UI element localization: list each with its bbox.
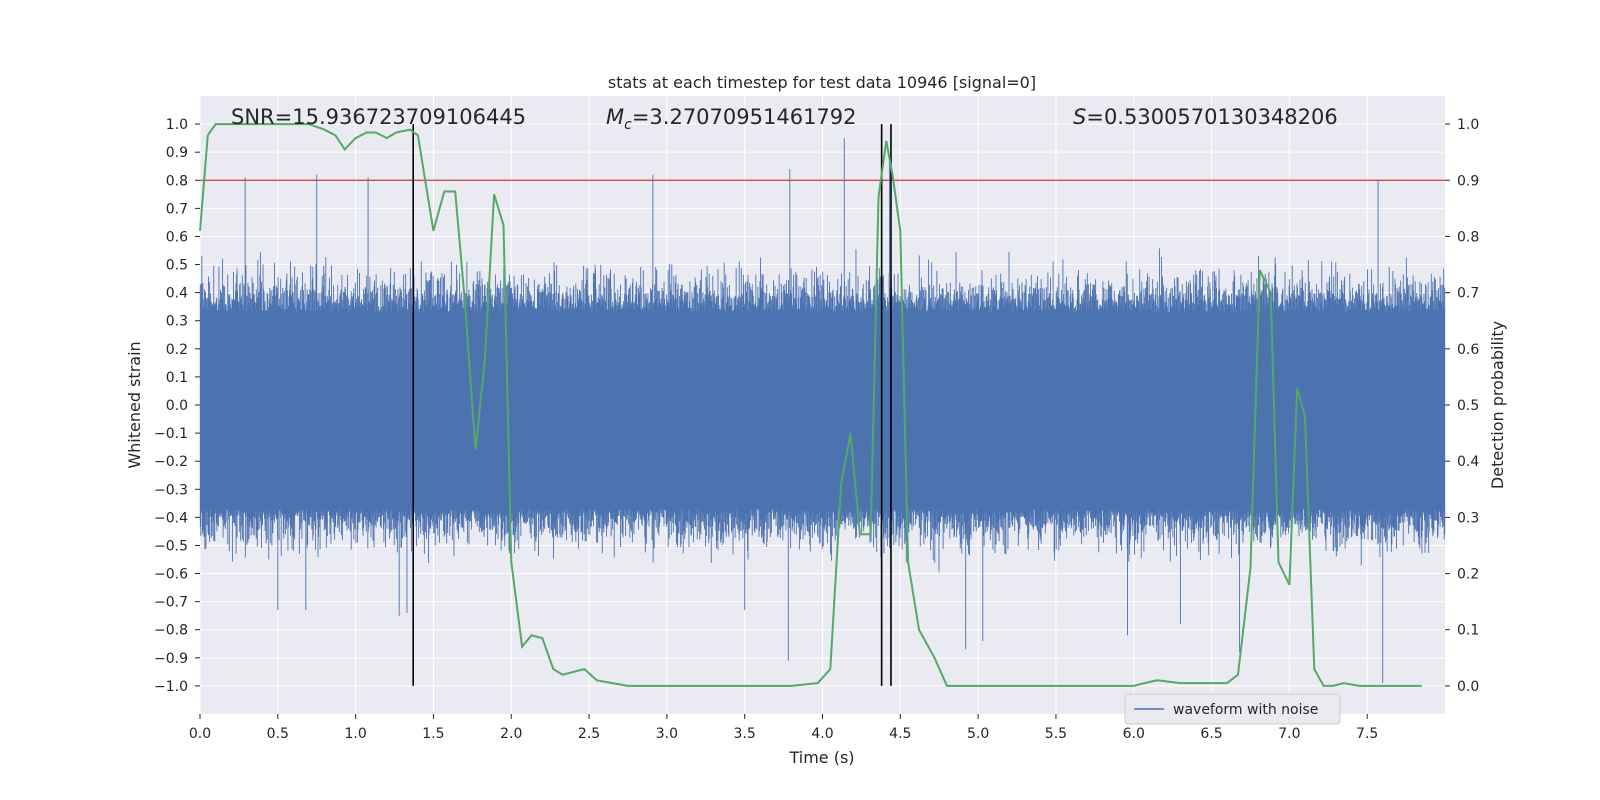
- waveform-trace: [199, 138, 1446, 684]
- y2-tick-label: 1.0: [1457, 117, 1479, 133]
- x-tick-label: 1.0: [344, 726, 366, 742]
- snr-annotation: SNR=15.936723709106445: [231, 105, 526, 129]
- x-tick-label: 4.5: [889, 726, 911, 742]
- x-axis-label: Time (s): [788, 748, 854, 767]
- y-tick-label: −0.3: [154, 482, 188, 498]
- chirp-mass-value: =3.27070951461792: [632, 105, 857, 129]
- legend-box: [1124, 693, 1341, 725]
- y2-tick-label: 0.0: [1457, 679, 1479, 695]
- x-tick-label: 6.5: [1200, 726, 1222, 742]
- x-tick-label: 0.5: [267, 726, 289, 742]
- y2-tick-label: 0.2: [1457, 567, 1479, 583]
- y-tick-label: −0.2: [154, 454, 188, 470]
- y-tick-label: −0.4: [154, 510, 188, 526]
- y-tick-label: −0.1: [154, 426, 188, 442]
- s-annotation: S=0.5300570130348206: [1073, 105, 1338, 129]
- y2-tick-label: 0.9: [1457, 173, 1479, 189]
- marker-lines: [412, 124, 892, 686]
- y2-tick-label: 0.3: [1457, 510, 1479, 526]
- right-axis-ticks: 1.0 0.9 0.8 0.7 0.6 0.5 0.4 0.3 0.2 0.1 0.0: [1445, 117, 1479, 695]
- y-tick-label: 0.6: [166, 229, 188, 245]
- x-tick-label: 7.0: [1278, 726, 1300, 742]
- y-axis-label: Whitened strain: [125, 341, 144, 468]
- y-tick-label: −0.9: [154, 651, 188, 667]
- x-tick-label: 1.5: [422, 726, 444, 742]
- legend-label: waveform with noise: [1173, 702, 1318, 718]
- y-tick-label: 0.9: [166, 145, 188, 161]
- s-value: =0.5300570130348206: [1086, 105, 1337, 129]
- y-tick-label: 1.0: [166, 117, 188, 133]
- y-tick-label: 0.3: [166, 314, 188, 330]
- y-tick-label: 0.5: [166, 258, 188, 274]
- y-tick-label: 0.4: [166, 286, 188, 302]
- y-tick-label: 0.0: [166, 398, 188, 414]
- y-tick-label: −1.0: [154, 679, 188, 695]
- chart-title: stats at each timestep for test data 109…: [608, 73, 1036, 92]
- x-tick-label: 2.5: [578, 726, 600, 742]
- x-tick-label: 5.0: [967, 726, 989, 742]
- chirp-mass-subscript: c: [624, 117, 632, 133]
- x-tick-label: 0.0: [189, 726, 211, 742]
- y-tick-label: 0.1: [166, 370, 188, 386]
- x-tick-label: 3.0: [656, 726, 678, 742]
- y-tick-label: −0.7: [154, 595, 188, 611]
- waveform-series: [199, 138, 1446, 684]
- y-tick-label: −0.6: [154, 567, 188, 583]
- y2-tick-label: 0.5: [1457, 398, 1479, 414]
- y-tick-label: 0.2: [166, 342, 188, 358]
- y2-tick-label: 0.1: [1457, 623, 1479, 639]
- y-tick-label: −0.8: [154, 623, 188, 639]
- y-tick-label: −0.5: [154, 538, 188, 554]
- y2-tick-label: 0.8: [1457, 229, 1479, 245]
- y-tick-label: 0.8: [166, 173, 188, 189]
- s-symbol: S: [1073, 105, 1086, 129]
- x-tick-label: 7.5: [1356, 726, 1378, 742]
- x-tick-label: 4.0: [811, 726, 833, 742]
- y2-tick-label: 0.7: [1457, 286, 1479, 302]
- y2-tick-label: 0.4: [1457, 454, 1479, 470]
- detection-probability-line: [199, 123, 1422, 687]
- y2-tick-label: 0.6: [1457, 342, 1479, 358]
- y-tick-label: 0.7: [166, 201, 188, 217]
- chirp-mass-annotation: Mc=3.27070951461792: [606, 105, 857, 133]
- x-tick-label: 5.5: [1045, 726, 1067, 742]
- legend: waveform with noise: [1124, 693, 1341, 725]
- y2-axis-label: Detection probability: [1488, 321, 1507, 489]
- x-tick-label: 6.0: [1123, 726, 1145, 742]
- x-axis-ticks: 0.0 0.5 1.0 1.5 2.0 2.5 3.0 3.5 4.0 4.5 5.0 5.5 6.0 6…: [189, 714, 1378, 742]
- x-tick-label: 2.0: [500, 726, 522, 742]
- x-tick-label: 3.5: [734, 726, 756, 742]
- left-axis-ticks: 1.0 0.9 0.8 0.7 0.6 0.5 0.4 0.3 0.2 0.1 0.0 −0.1 −0.…: [154, 117, 200, 695]
- chirp-mass-symbol: M: [606, 105, 624, 129]
